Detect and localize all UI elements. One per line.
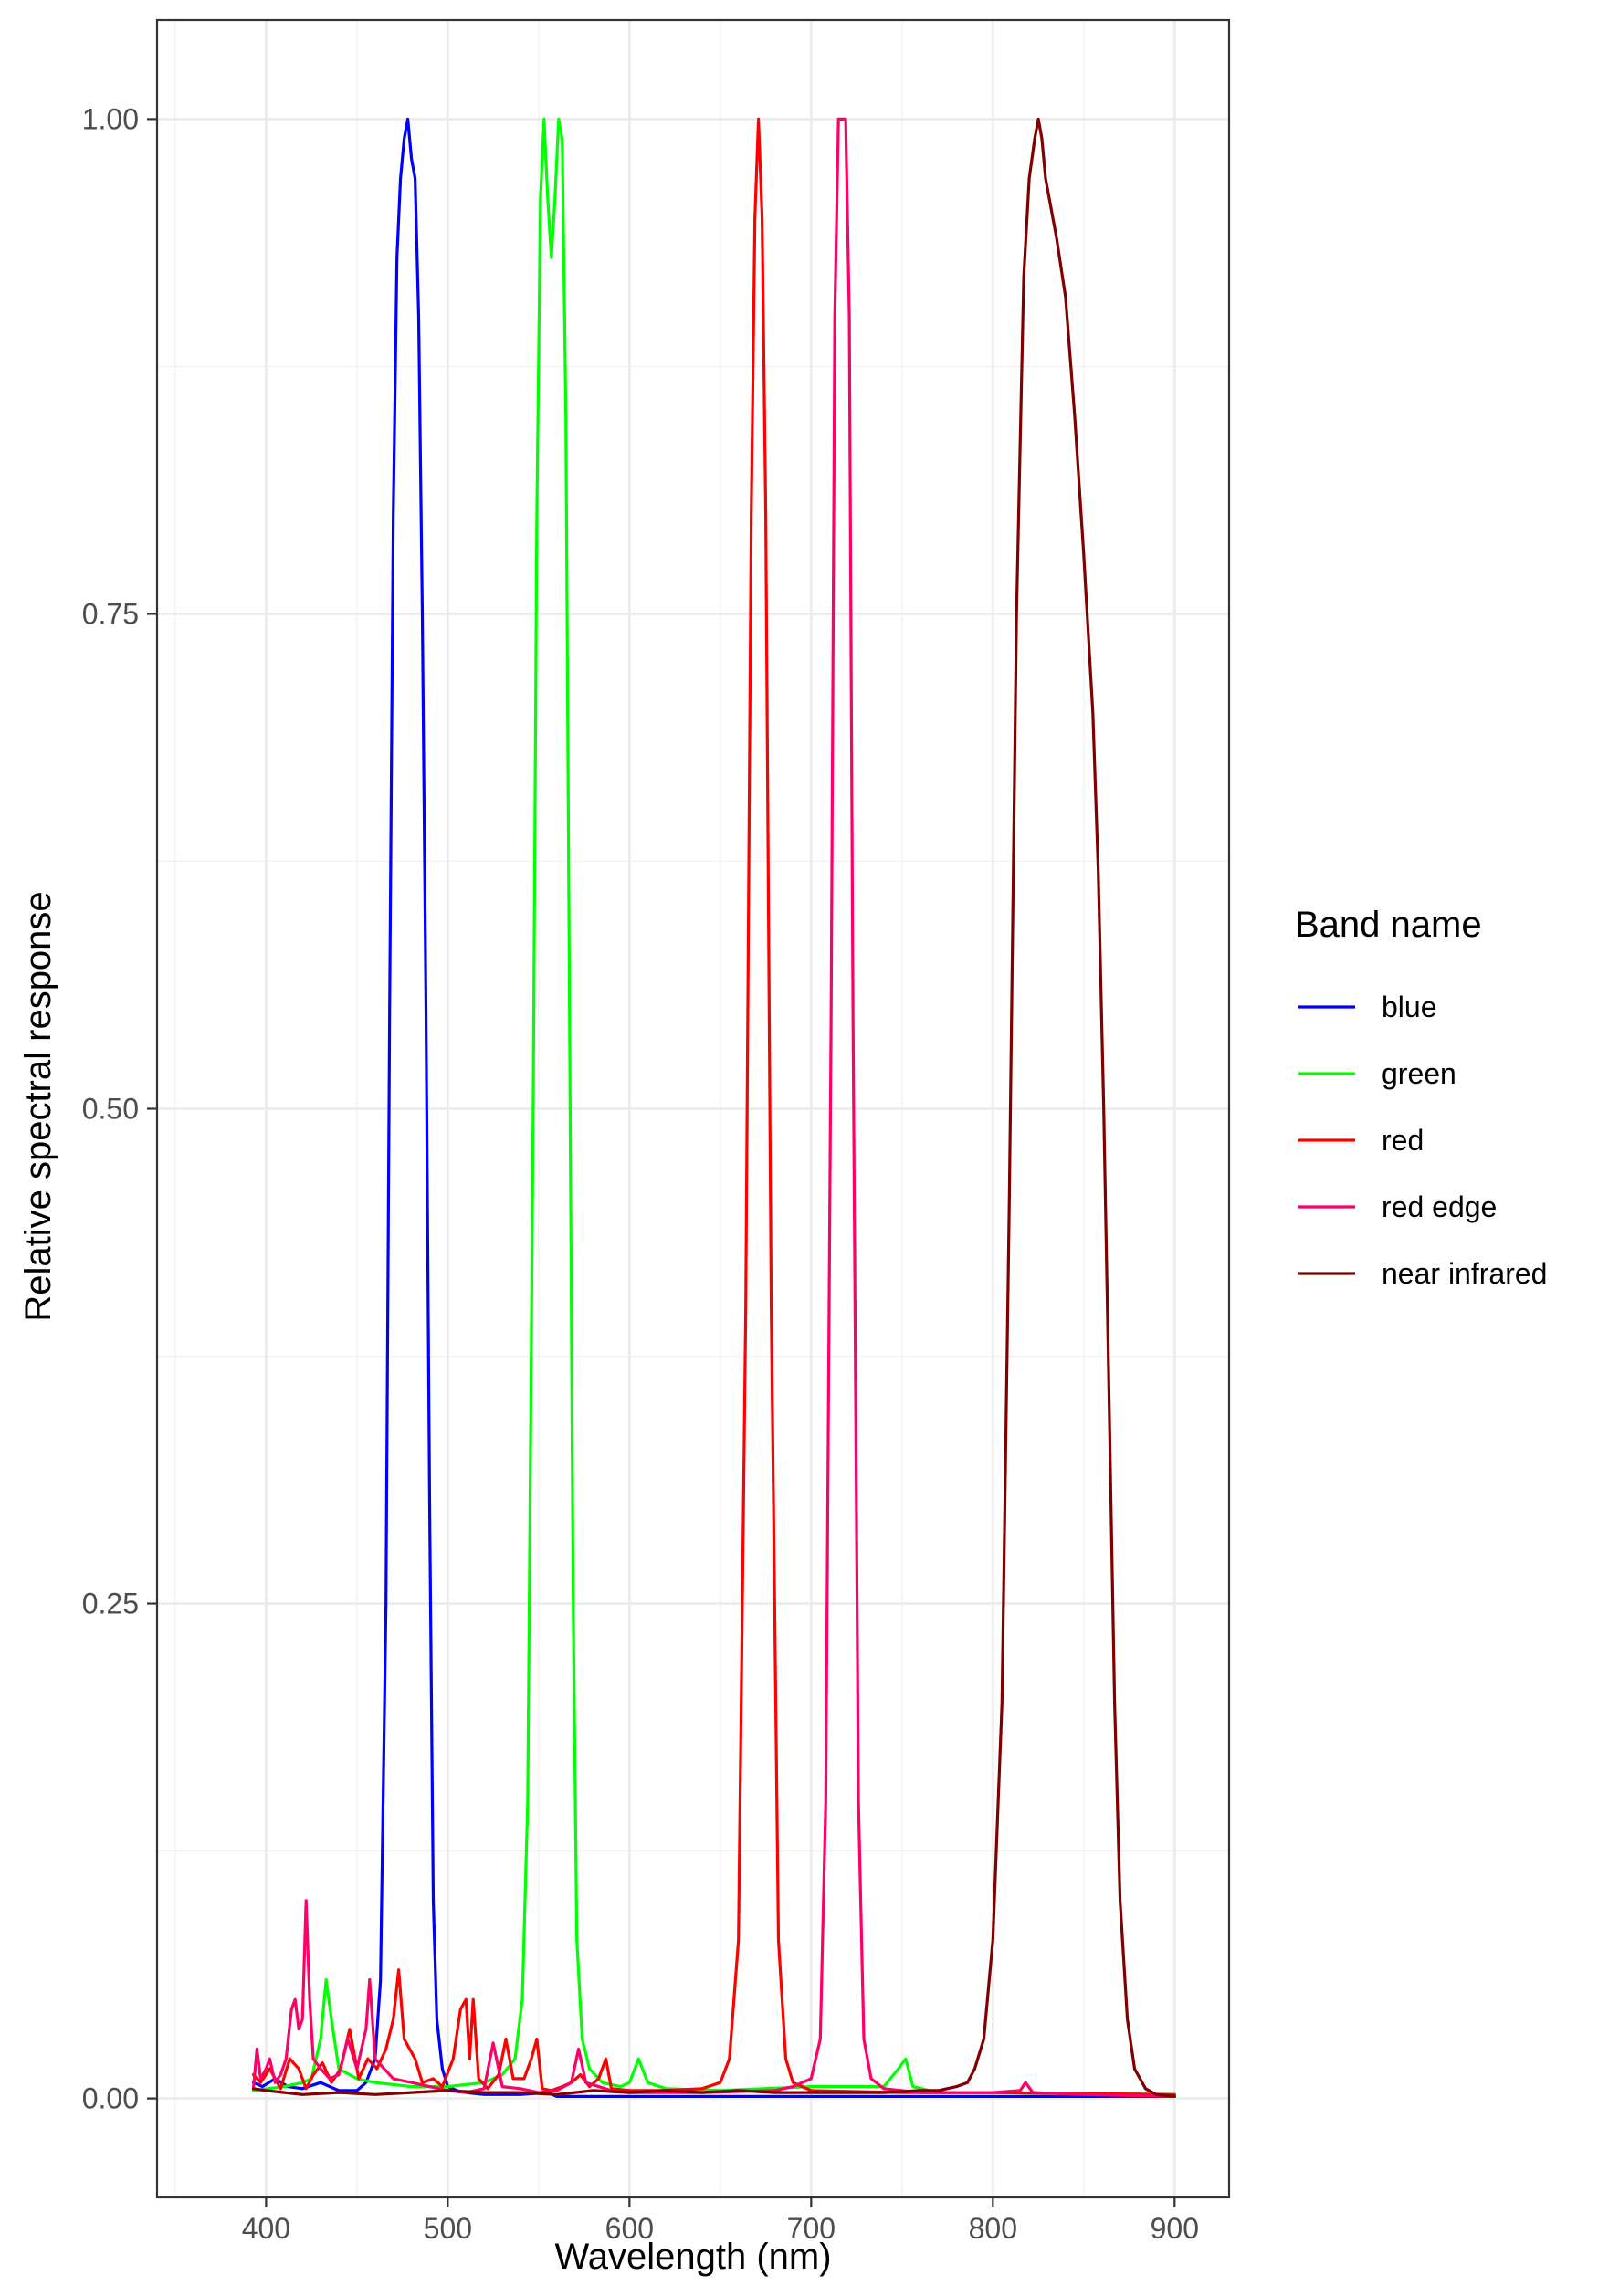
y-tick-label: 0.50 (82, 1093, 139, 1126)
y-tick-label: 0.75 (82, 597, 139, 630)
x-tick-label: 600 (605, 2212, 654, 2245)
y-tick-label: 0.25 (82, 1588, 139, 1620)
legend-label-blue: blue (1382, 991, 1437, 1023)
legend-label-red: red (1382, 1124, 1424, 1157)
legend-label-red-edge: red edge (1382, 1190, 1497, 1223)
plot-area: 400 500 600 700 800 900 0.00 0.25 0.50 0.75 1.00 (82, 18, 1231, 2245)
series-line-near-infrared (251, 117, 1176, 2098)
legend-label-near-infrared: near infrared (1382, 1257, 1547, 1290)
x-axis-title: Wavelength (nm) (554, 2237, 831, 2277)
y-axis-title: Relative spectral response (18, 891, 58, 1321)
x-tick-label: 400 (242, 2212, 290, 2245)
series-line-green (251, 117, 1176, 2096)
legend: Band name blue green red red edge near infra… (1295, 905, 1547, 1290)
series-line-red-edge (251, 117, 1176, 2098)
legend-label-green: green (1382, 1057, 1456, 1090)
x-tick-label: 500 (424, 2212, 472, 2245)
series-line-red (251, 117, 1176, 2096)
x-tick-label: 700 (787, 2212, 836, 2245)
legend-items: blue green red red edge near infrared (1298, 991, 1547, 1290)
series-line-blue (251, 117, 1176, 2098)
x-tick-label: 900 (1151, 2212, 1199, 2245)
y-tick-label: 0.00 (82, 2082, 139, 2115)
x-tick-label: 800 (969, 2212, 1017, 2245)
y-tick-label: 1.00 (82, 102, 139, 135)
legend-title: Band name (1295, 905, 1482, 945)
